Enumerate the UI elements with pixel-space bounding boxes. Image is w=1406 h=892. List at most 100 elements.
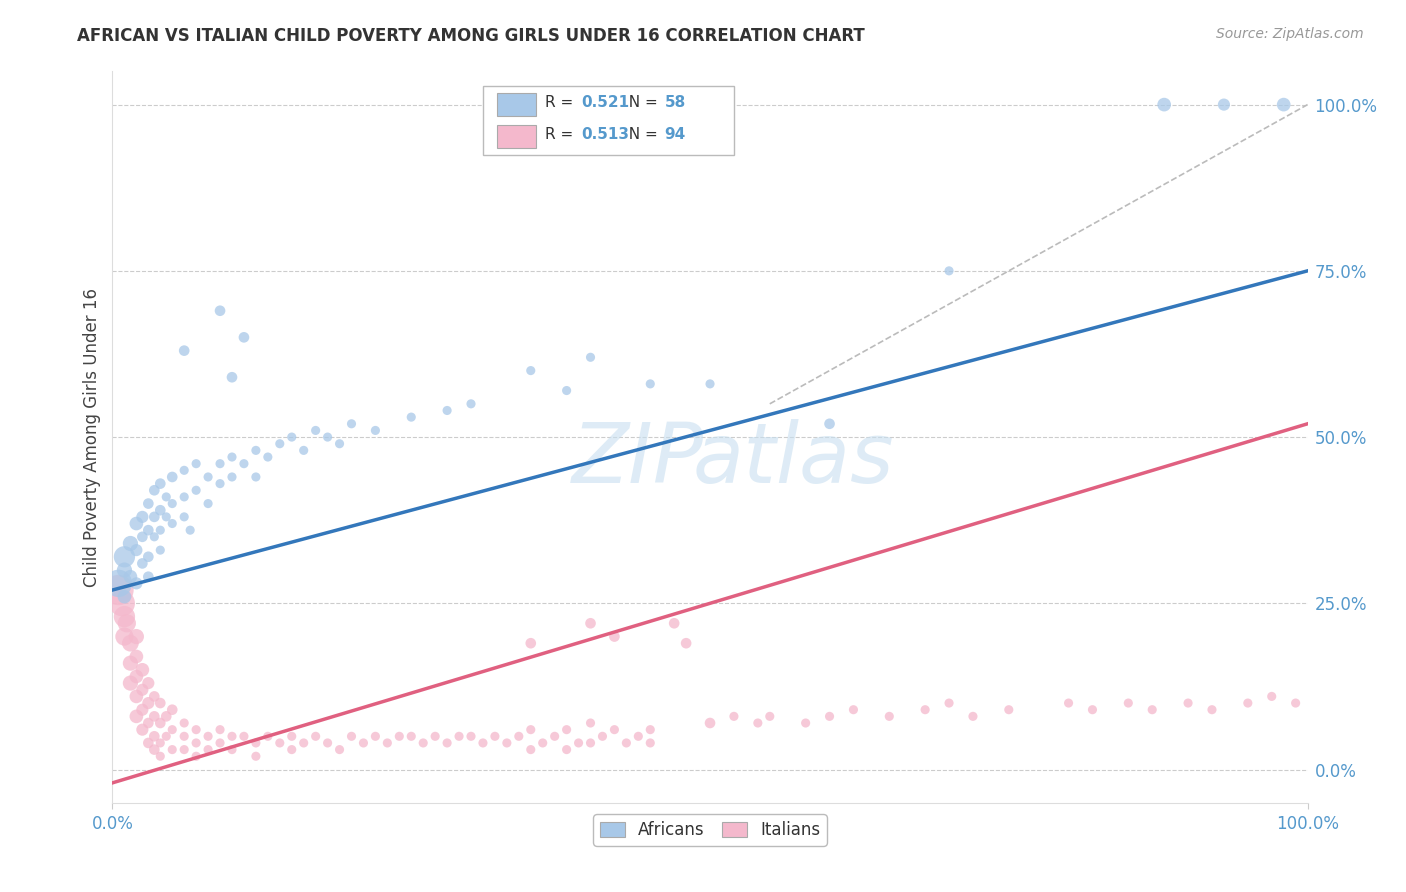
Point	[316, 736, 339, 750]
Point	[436, 403, 458, 417]
Point	[962, 709, 984, 723]
Point	[149, 716, 172, 731]
Point	[197, 497, 219, 511]
Point	[329, 742, 352, 756]
Point	[138, 523, 160, 537]
Point	[131, 509, 153, 524]
Point	[173, 343, 195, 358]
Point	[245, 470, 267, 484]
Point	[699, 376, 721, 391]
Point	[603, 630, 626, 644]
Point	[143, 483, 166, 498]
Point	[938, 696, 960, 710]
Point	[186, 749, 208, 764]
Point	[186, 736, 208, 750]
Point	[555, 384, 578, 398]
FancyBboxPatch shape	[484, 86, 734, 155]
Point	[1213, 97, 1236, 112]
Point	[186, 457, 208, 471]
Y-axis label: Child Poverty Among Girls Under 16: Child Poverty Among Girls Under 16	[83, 287, 101, 587]
Text: N =: N =	[619, 128, 662, 143]
Point	[436, 736, 458, 750]
Point	[138, 736, 160, 750]
Point	[914, 703, 936, 717]
Point	[842, 703, 865, 717]
Point	[149, 543, 172, 558]
Point	[114, 563, 135, 577]
Text: AFRICAN VS ITALIAN CHILD POVERTY AMONG GIRLS UNDER 16 CORRELATION CHART: AFRICAN VS ITALIAN CHILD POVERTY AMONG G…	[77, 27, 865, 45]
Point	[675, 636, 697, 650]
Point	[640, 723, 662, 737]
Point	[329, 436, 352, 450]
Point	[364, 424, 387, 438]
Text: 0.513: 0.513	[581, 128, 628, 143]
Text: 58: 58	[665, 95, 686, 111]
Point	[125, 630, 148, 644]
Point	[221, 470, 243, 484]
Point	[125, 709, 148, 723]
Point	[425, 729, 447, 743]
Point	[233, 729, 256, 743]
Point	[155, 729, 177, 743]
Point	[197, 729, 219, 743]
Point	[131, 530, 153, 544]
Point	[233, 330, 256, 344]
Point	[125, 543, 148, 558]
Point	[209, 723, 232, 737]
Point	[592, 729, 614, 743]
Point	[125, 516, 148, 531]
Point	[555, 723, 578, 737]
Point	[131, 682, 153, 697]
Point	[364, 729, 387, 743]
Point	[138, 696, 160, 710]
Point	[149, 523, 172, 537]
Point	[233, 457, 256, 471]
Point	[281, 430, 304, 444]
Point	[568, 736, 591, 750]
Point	[143, 530, 166, 544]
Point	[209, 457, 232, 471]
Point	[245, 736, 267, 750]
Point	[257, 729, 280, 743]
Point	[162, 742, 183, 756]
Point	[520, 742, 543, 756]
Point	[388, 729, 411, 743]
Point	[114, 630, 135, 644]
Point	[149, 749, 172, 764]
Point	[340, 417, 363, 431]
Point	[1261, 690, 1284, 704]
Point	[579, 616, 602, 631]
Point	[447, 729, 470, 743]
Point	[401, 410, 423, 425]
Point	[292, 443, 315, 458]
Point	[257, 450, 280, 464]
Point	[221, 742, 243, 756]
Point	[794, 716, 817, 731]
Point	[1142, 703, 1164, 717]
Point	[120, 570, 142, 584]
Point	[640, 736, 662, 750]
Point	[1201, 703, 1223, 717]
Point	[138, 716, 160, 731]
Point	[508, 729, 530, 743]
Point	[938, 264, 960, 278]
Point	[111, 596, 134, 610]
Point	[1081, 703, 1104, 717]
Point	[209, 476, 232, 491]
Point	[579, 736, 602, 750]
Text: Source: ZipAtlas.com: Source: ZipAtlas.com	[1216, 27, 1364, 41]
Point	[155, 509, 177, 524]
Point	[143, 690, 166, 704]
Point	[555, 742, 578, 756]
Point	[131, 723, 153, 737]
Bar	[498, 93, 536, 116]
Point	[131, 703, 153, 717]
Point	[162, 516, 183, 531]
Text: R =: R =	[546, 95, 578, 111]
Point	[879, 709, 901, 723]
Point	[138, 549, 160, 564]
Point	[114, 609, 135, 624]
Point	[747, 716, 769, 731]
Point	[149, 503, 172, 517]
Point	[484, 729, 506, 743]
